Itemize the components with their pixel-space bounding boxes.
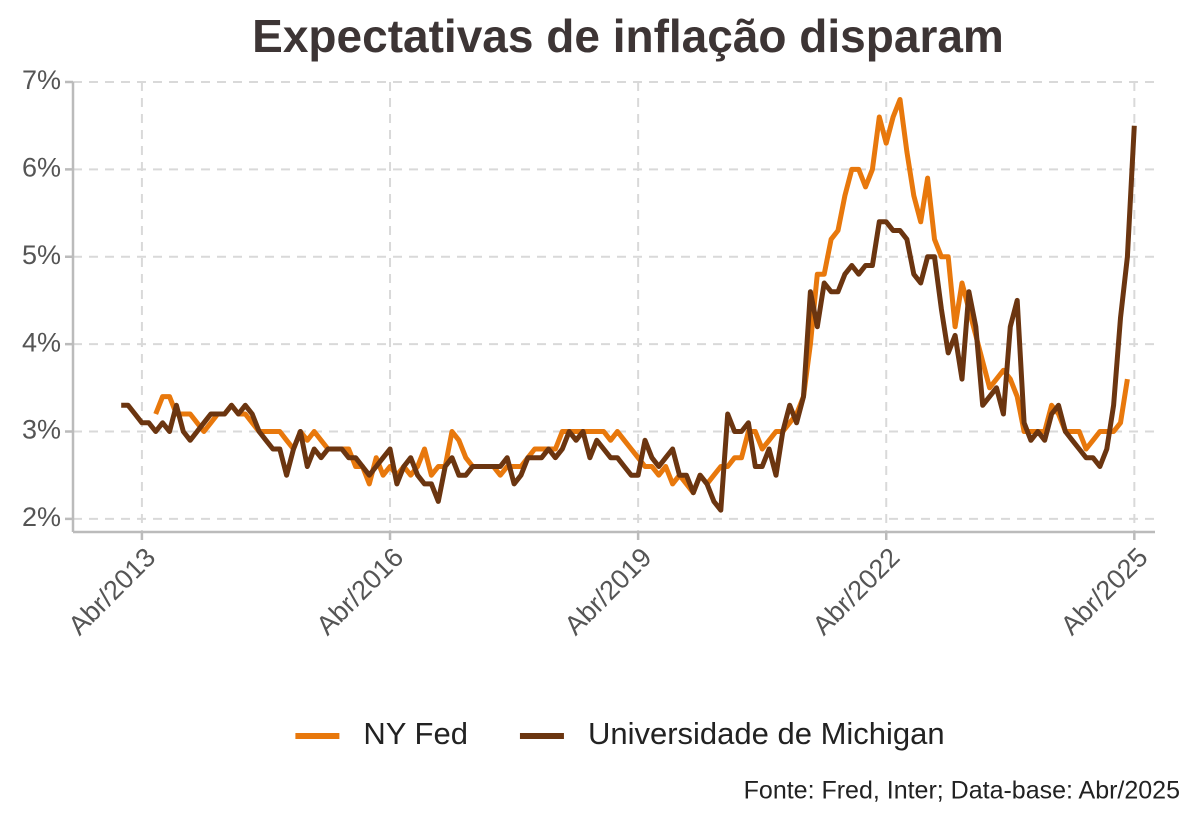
y-tick-label: 6% [22, 153, 61, 183]
y-tick-label: 7% [22, 65, 61, 95]
legend: NY Fed Universidade de Michigan [295, 716, 945, 751]
chart-title: Expectativas de inflação disparam [252, 10, 1004, 62]
x-tick-label: Abr/2016 [311, 542, 410, 641]
y-tick-label: 5% [22, 240, 61, 270]
x-tick-label: Abr/2019 [559, 542, 658, 641]
series-line [121, 125, 1137, 513]
legend-label: Universidade de Michigan [588, 716, 945, 751]
legend-label: NY Fed [363, 716, 468, 751]
x-tick-label: Abr/2022 [807, 542, 906, 641]
y-tick-label: 3% [22, 415, 61, 445]
y-tick-label: 2% [22, 502, 61, 532]
source-note: Fonte: Fred, Inter; Data-base: Abr/2025 [744, 777, 1180, 805]
x-tick-label: Abr/2025 [1055, 542, 1154, 641]
x-tick-label: Abr/2013 [62, 542, 161, 641]
y-tick-label: 4% [22, 327, 61, 357]
